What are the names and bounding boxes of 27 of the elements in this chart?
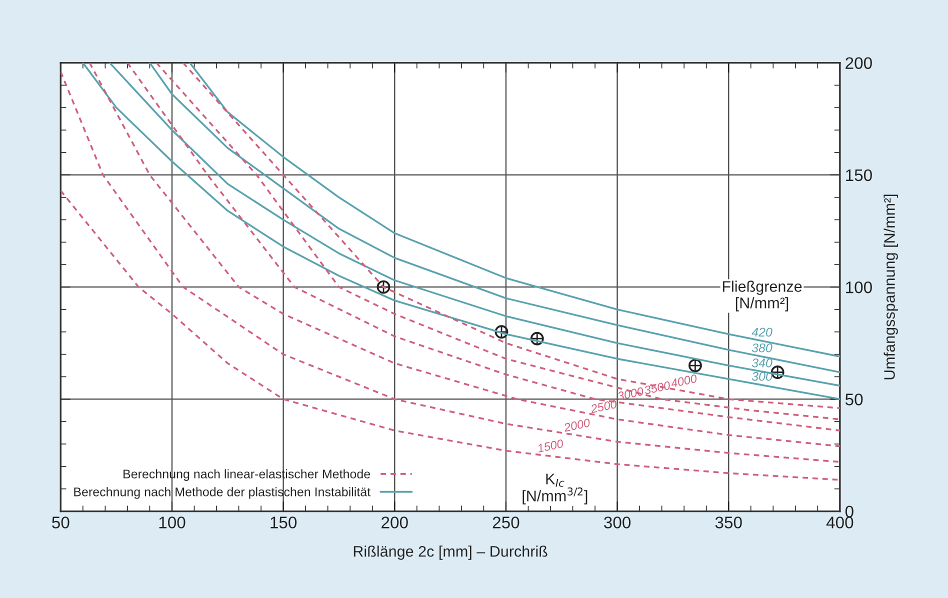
- text: 1500: [536, 439, 564, 453]
- x-tick-label: 250: [492, 516, 520, 528]
- point: [688, 358, 702, 372]
- point: [494, 325, 508, 339]
- x-tick-label: 150: [270, 516, 297, 528]
- series-label: 340: [752, 358, 772, 368]
- x-axis-title: Rißlänge 2c [mm] – Durchriß: [354, 546, 548, 560]
- x-tick-label: 50: [52, 516, 70, 528]
- text: 2000: [563, 418, 591, 432]
- y-tick-label: 150: [846, 169, 872, 182]
- x-tick-label: 100: [159, 516, 186, 528]
- x-tick-label: 350: [715, 516, 742, 528]
- point: [530, 332, 544, 346]
- y-tick-label: 100: [846, 281, 872, 294]
- annotation: Fließgrenze [N/mm²]: [722, 280, 802, 312]
- y-tick-label: 200: [846, 57, 872, 69]
- y-tick-label: 50: [845, 394, 863, 406]
- series-label: 380: [752, 343, 772, 352]
- x-tick-label: 300: [604, 516, 631, 528]
- annotation: K$_{Ic}$ [N/mm$^{3/2}$]: [522, 474, 588, 504]
- series-label: 420: [752, 328, 772, 337]
- x-tick-label: 400: [826, 516, 854, 528]
- text: 2500: [590, 400, 618, 414]
- text: 4000: [670, 374, 698, 388]
- x-tick-label: 200: [382, 516, 408, 528]
- y-tick-label: 0: [845, 506, 854, 518]
- y-axis-title: Umfangsspannung [N/mm²]: [884, 194, 898, 380]
